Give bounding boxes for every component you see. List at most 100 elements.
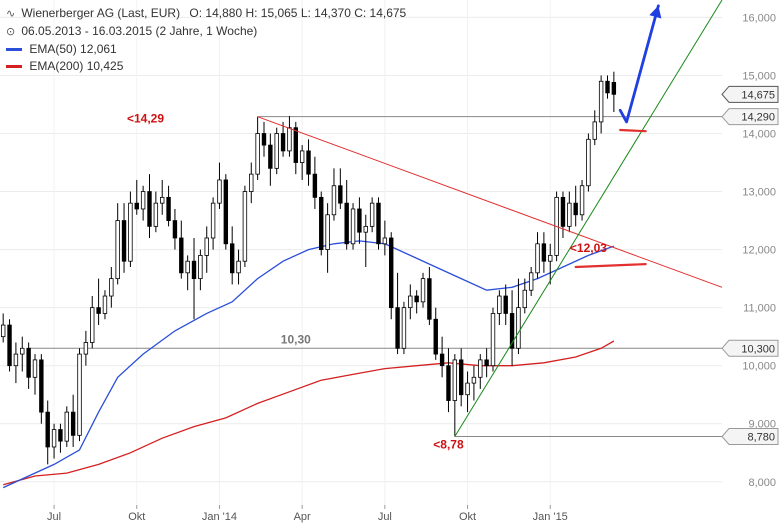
candle-body <box>350 208 356 245</box>
price-label-box <box>721 85 779 103</box>
candle-body <box>13 353 19 367</box>
candle-body <box>509 313 515 349</box>
candle-body <box>64 411 69 442</box>
price-label-box <box>721 428 779 446</box>
candle-body <box>446 365 451 401</box>
candle-body <box>560 196 566 227</box>
candle-body <box>465 382 470 396</box>
candle-body <box>592 121 597 140</box>
candle-body <box>83 342 89 355</box>
price-label-text: 10,300 <box>741 343 775 355</box>
price-label-text: 14,675 <box>741 89 775 101</box>
candle-body <box>427 278 432 320</box>
y-tick-label: 12,000 <box>742 245 776 257</box>
candle-body <box>287 127 292 152</box>
annotations: <14,29 10,30 <12,03 <8,78 <box>127 112 607 452</box>
x-tick-label: Okt <box>128 511 145 523</box>
legend-title-row: ∿ Wienerberger AG (Last, EUR) O: 14,880 … <box>6 5 406 23</box>
price-label-text: 8,780 <box>747 432 775 444</box>
candle-body <box>420 278 426 303</box>
candle-body <box>134 202 139 210</box>
candle-body <box>217 179 222 204</box>
y-axis: 8,000 9,000 10,000 11,000 12,000 13,000 14,000… <box>721 12 779 489</box>
candle-body <box>401 307 407 349</box>
candle-body <box>319 196 324 250</box>
candle-body <box>70 411 76 436</box>
legend-range-row: ⊙ 06.05.2013 - 16.03.2015 (2 Jahre, 1 Wo… <box>6 23 406 41</box>
candle-body <box>338 185 343 204</box>
candle-body <box>255 133 260 175</box>
candle-body <box>77 353 82 436</box>
candle-body <box>395 307 400 349</box>
candle-body <box>490 313 496 367</box>
candle-body <box>45 411 50 448</box>
candle-body <box>497 295 502 314</box>
candle-body <box>160 196 165 204</box>
candle-body <box>102 295 108 314</box>
candle-body <box>535 243 540 274</box>
candle-body <box>541 243 547 262</box>
candle-body <box>611 82 617 95</box>
candle-body <box>306 150 311 175</box>
candle-body <box>280 133 286 152</box>
candle-body <box>172 220 178 239</box>
candle-body <box>586 138 591 187</box>
x-tick-label: Jul <box>378 511 392 523</box>
candle-body <box>26 347 31 378</box>
candle-body <box>363 225 368 233</box>
candle-body <box>503 295 508 314</box>
legend-ema200: EMA(200) 10,425 <box>29 59 124 73</box>
legend-ema200-row: EMA(200) 10,425 <box>6 58 406 75</box>
y-tick-label: 11,000 <box>743 303 776 315</box>
candle-body <box>261 133 267 146</box>
candle-body <box>484 359 489 367</box>
annotation-label: <12,03 <box>570 241 607 255</box>
candle-body <box>471 376 477 384</box>
candle-body <box>312 173 318 198</box>
candle-body <box>249 173 254 192</box>
annotation-label: <14,29 <box>127 112 164 126</box>
candle-body <box>516 307 521 349</box>
candle-body <box>166 196 171 221</box>
annotation-label: 10,30 <box>281 332 311 346</box>
candle-body <box>128 202 133 262</box>
price-label-box <box>721 339 779 357</box>
candle-body <box>242 191 248 262</box>
candle-body <box>414 295 419 303</box>
price-label-box <box>721 108 779 126</box>
candle-body <box>20 347 25 355</box>
candle-body <box>452 359 458 401</box>
candle-body <box>179 237 184 274</box>
price-label-text: 14,290 <box>741 112 775 124</box>
ema50-series <box>2 240 615 489</box>
price-label: 14,675 <box>721 85 779 103</box>
legend-range: 06.05.2013 - 16.03.2015 (2 Jahre, 1 Woch… <box>21 24 258 38</box>
y-tick-label: 9,000 <box>748 419 776 431</box>
candle-body <box>458 359 464 396</box>
blue-arrow-shaft <box>618 4 660 124</box>
candle-body <box>140 191 146 210</box>
candle-body <box>408 295 413 309</box>
candle-body <box>121 220 127 262</box>
price-label: 10,300 <box>721 339 779 357</box>
y-tick-label: 8,000 <box>748 477 776 489</box>
x-tick-label: Jan '15 <box>533 511 568 523</box>
level-lines <box>28 116 722 438</box>
candle-body <box>274 133 279 169</box>
x-axis: Jul Okt Jan '14 Apr Jul Okt Jan '15 <box>47 505 568 523</box>
candle-body <box>268 144 273 169</box>
chart-icon: ∿ <box>6 8 16 20</box>
trend_red-line <box>257 116 723 288</box>
candle-body <box>185 260 190 274</box>
price-label: 14,290 <box>721 108 779 126</box>
ema50-line <box>2 240 615 489</box>
candle-body <box>204 237 209 256</box>
trend-lines <box>257 0 723 437</box>
candle-body <box>293 127 298 163</box>
red-marker-stroke <box>619 128 647 133</box>
ema200-series <box>3 340 615 486</box>
candle-body <box>598 80 604 123</box>
candle-body <box>325 214 330 250</box>
candle-body <box>109 278 114 297</box>
